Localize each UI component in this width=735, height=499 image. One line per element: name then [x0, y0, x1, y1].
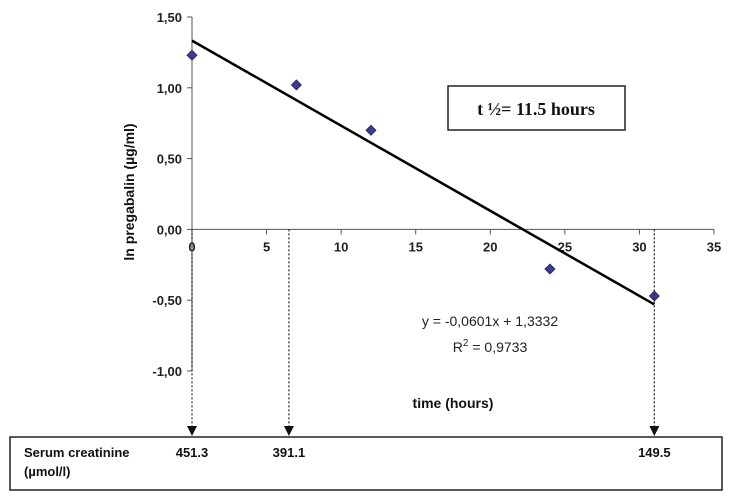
- data-point: [290, 79, 302, 91]
- creatinine-label-line1: Serum creatinine: [24, 445, 130, 460]
- r-squared-label: R2 = 0,9733: [453, 338, 528, 355]
- y-tick-label: -1,00: [152, 364, 182, 379]
- data-point: [544, 263, 556, 275]
- x-tick-label: 20: [483, 239, 497, 254]
- creatinine-arrowhead: [283, 426, 294, 436]
- r-squared-r: R: [453, 339, 463, 355]
- creatinine-arrowhead: [187, 426, 197, 436]
- y-tick-label: 1,50: [157, 10, 182, 25]
- r-squared-value: = 0,9733: [468, 339, 527, 355]
- x-tick-label: 5: [263, 239, 270, 254]
- y-axis-title: ln pregabalin (µg/ml): [121, 123, 137, 260]
- halflife-label: t ½= 11.5 hours: [477, 99, 595, 119]
- data-point: [186, 49, 198, 61]
- creatinine-arrowhead: [649, 426, 660, 436]
- x-tick-label: 35: [707, 239, 721, 254]
- x-tick-label: 30: [632, 239, 646, 254]
- creatinine-marker-group: 451.3 391.1 149.5: [176, 229, 671, 460]
- halflife-box: [447, 85, 626, 131]
- x-tick-label: 10: [334, 239, 348, 254]
- y-tick-label: 1,00: [157, 81, 182, 96]
- y-tick-label: 0,00: [157, 222, 182, 237]
- creatinine-box: [9, 436, 723, 491]
- y-tick-label: 0,50: [157, 152, 182, 167]
- x-axis-title: time (hours): [413, 395, 494, 411]
- r-squared-sup: 2: [463, 338, 469, 349]
- creatinine-value: 451.3: [176, 445, 209, 460]
- creatinine-value: 391.1: [273, 445, 306, 460]
- regression-line: [191, 39, 655, 306]
- data-point: [365, 124, 377, 136]
- creatinine-value: 149.5: [638, 445, 671, 460]
- y-tick-label: -0,50: [152, 293, 182, 308]
- data-point: [648, 290, 660, 302]
- data-point-group: [186, 49, 660, 302]
- creatinine-label-line2: (µmol/l): [24, 464, 70, 479]
- regression-equation: y = -0,0601x + 1,3332: [422, 313, 558, 329]
- y-tick-group: 1,50 1,00 0,50 0,00 -0,50 -1,00: [152, 10, 192, 379]
- x-tick-label: 15: [408, 239, 422, 254]
